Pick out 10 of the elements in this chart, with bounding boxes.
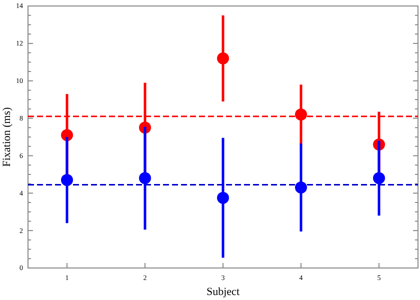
point (217, 192, 229, 204)
y-axis-title: Fixation (ms) (1, 106, 13, 167)
point (139, 172, 151, 184)
point (373, 172, 385, 184)
point (61, 129, 73, 142)
point (295, 182, 307, 194)
x-axis-title: Subject (206, 286, 240, 298)
point (295, 108, 307, 121)
point (61, 174, 73, 186)
point (217, 52, 229, 64)
